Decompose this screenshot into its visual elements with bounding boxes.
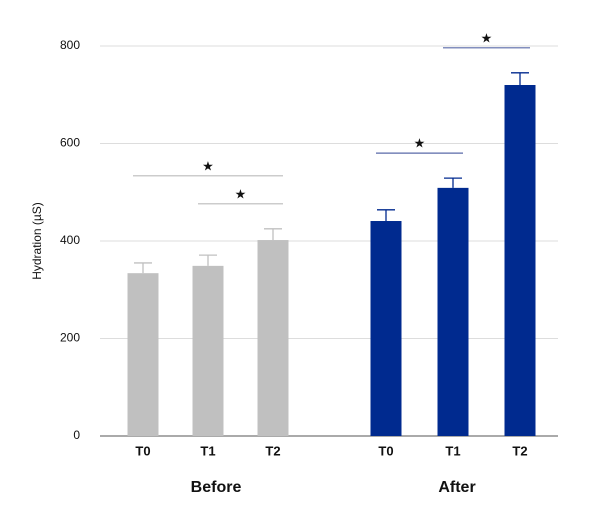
bar (257, 240, 289, 436)
y-tick-label: 600 (60, 136, 80, 150)
error-bar (444, 177, 462, 188)
significance-star: ★ (235, 186, 247, 201)
error-bar (199, 254, 217, 266)
y-tick-label: 200 (60, 331, 80, 345)
error-bar (134, 262, 152, 274)
x-tick-label: T0 (378, 443, 393, 458)
bar (192, 265, 224, 436)
bar (437, 187, 469, 436)
error-bar (377, 209, 395, 222)
bar (504, 85, 536, 436)
significance-star: ★ (202, 158, 214, 173)
y-tick-label: 800 (60, 38, 80, 52)
error-bar (264, 228, 282, 241)
x-tick-label: T0 (135, 443, 150, 458)
error-bar (511, 72, 529, 85)
group-label: After (438, 479, 475, 496)
x-tick-label: T2 (512, 443, 527, 458)
y-tick-label: 0 (73, 428, 80, 442)
significance-star: ★ (414, 136, 426, 151)
significance-star: ★ (481, 30, 493, 45)
x-tick-label: T2 (265, 443, 280, 458)
bar (127, 273, 159, 436)
x-tick-label: T1 (445, 443, 460, 458)
x-tick-label: T1 (200, 443, 215, 458)
bar (370, 221, 402, 436)
y-axis-label: Hydration (µS) (30, 202, 44, 280)
group-label: Before (191, 479, 242, 496)
y-tick-label: 400 (60, 233, 80, 247)
